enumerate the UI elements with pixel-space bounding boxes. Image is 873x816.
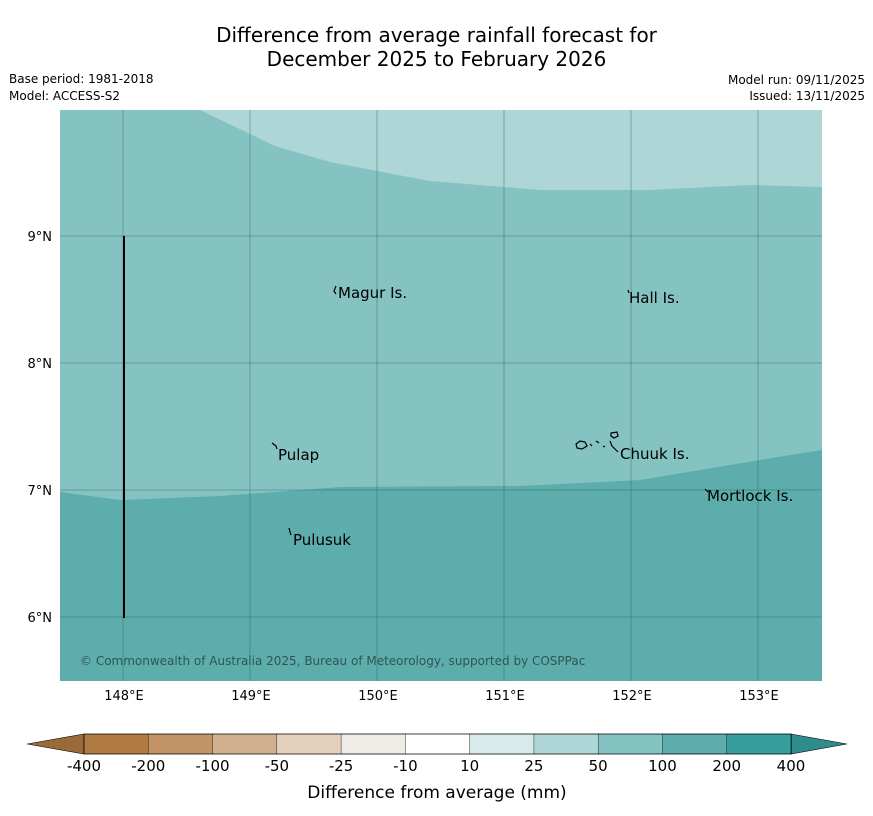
colorbar-segment [83,733,149,755]
chuuk-island-shape-2 [589,440,606,448]
lon-label-149e: 149°E [231,689,271,704]
colorbar-segment [533,733,599,755]
colorbar-tick-label: 50 [589,757,608,775]
colorbar-tick-label: 25 [524,757,543,775]
pulap-island-shape [271,442,278,450]
lat-axis-labels: 9°N 8°N 7°N 6°N [28,230,53,626]
colorbar-tick-label: -50 [265,757,290,775]
issued-text: Issued: 13/11/2025 [749,89,865,103]
colorbar-segment [148,733,214,755]
lon-label-153e: 153°E [739,689,779,704]
colorbar-segment [276,733,342,755]
colorbar-tick-label: -25 [329,757,354,775]
colorbar-segment [212,733,278,755]
colorbar-tick-labels: -400 -200 -100 -50 -25 -10 10 25 50 100 200 400 [67,757,805,775]
graticule [60,110,822,681]
chuuk-island-shape-1 [575,440,588,450]
colorbar-tick-label: -200 [131,757,165,775]
lat-label-7n: 7°N [28,484,53,499]
lat-label-8n: 8°N [28,357,53,372]
lon-label-150e: 150°E [358,689,398,704]
colorbar-frame [83,733,792,755]
map-plot-area: Magur Is. Hall Is. Pulap Chuuk Is. Mortl… [60,110,822,681]
mortlock-island-shape [704,488,709,493]
model-run-text: Model run: 09/11/2025 [727,73,865,87]
copyright-text: © Commonwealth of Australia 2025, Bureau… [80,654,585,668]
place-label: Mortlock Is. [707,487,793,505]
lon-label-152e: 152°E [612,689,652,704]
map-title-line-1: Difference from average rainfall forecas… [216,23,657,47]
colorbar-tick-label: -10 [393,757,418,775]
zone-100-200 [60,450,822,681]
map-title-line-2: December 2025 to February 2026 [266,47,607,71]
colorbar-tick-label: 100 [648,757,677,775]
colorbar-segment [662,733,728,755]
colorbar-tick-label: 400 [777,757,806,775]
colorbar-tick-label: -100 [196,757,230,775]
colorbar-segment [340,733,407,755]
lon-label-151e: 151°E [485,689,525,704]
lat-label-6n: 6°N [28,611,53,626]
colorbar-segment [597,733,664,755]
colorbar-tick-label: -400 [67,757,101,775]
chuuk-island-shape-4 [609,440,619,453]
place-label: Hall Is. [629,289,680,307]
lat-label-9n: 9°N [28,230,53,245]
colorbar-segment [726,733,792,755]
lon-label-148e: 148°E [104,689,144,704]
colorbar-tick-label: 10 [460,757,479,775]
colorbar: -400 -200 -100 -50 -25 -10 10 25 50 100 200 400 Dif… [26,733,848,803]
colorbar-title: Difference from average (mm) [307,783,566,803]
colorbar-segment [469,733,535,755]
base-period-text: Base period: 1981-2018 [9,72,154,86]
place-label: Chuuk Is. [620,445,689,463]
hall-island-shape [627,289,630,294]
place-label: Magur Is. [338,284,407,302]
model-text: Model: ACCESS-S2 [9,89,121,103]
pulusuk-island-shape [288,527,292,536]
colorbar-segment [405,733,471,755]
colorbar-tick-label: 200 [712,757,741,775]
chuuk-island-shape-3 [610,431,619,439]
magur-island-shape [333,285,337,295]
lon-axis-labels: 148°E 149°E 150°E 151°E 152°E 153°E [104,689,779,704]
colorbar-segments [83,733,792,755]
place-label: Pulap [278,446,319,464]
place-label: Pulusuk [293,531,351,549]
colorbar-high-extend [790,733,848,755]
island-outlines [271,285,709,536]
colorbar-low-extend [26,733,85,755]
place-labels: Magur Is. Hall Is. Pulap Chuuk Is. Mortl… [278,284,793,549]
